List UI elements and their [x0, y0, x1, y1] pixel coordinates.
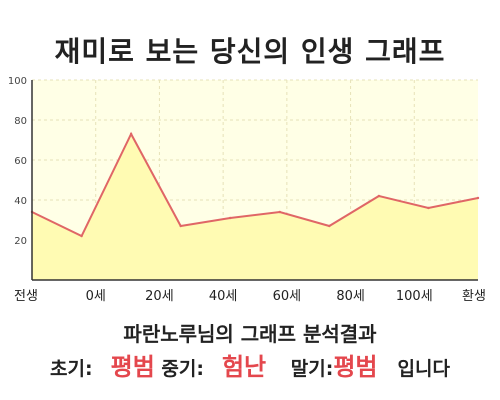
x-tick-label: 80세	[336, 289, 365, 304]
x-tick-label: 60세	[273, 289, 302, 304]
mid-label: 중기:	[161, 358, 204, 380]
x-tick-label: 환생	[462, 289, 486, 304]
early-label: 초기:	[50, 358, 93, 380]
x-tick-label: 100세	[396, 289, 433, 304]
y-axis-ticks: 100 80 60 40 20	[8, 76, 478, 281]
y-tick-label: 40	[14, 196, 27, 207]
data-point	[476, 196, 480, 200]
y-tick-label: 100	[8, 76, 27, 87]
late-value: 평범	[333, 353, 378, 381]
series-area	[32, 134, 478, 280]
x-axis-ticks: 전생 0세 20세 40세 60세 80세 100세 환생	[14, 289, 486, 304]
y-tick-label: 20	[14, 236, 27, 247]
x-tick-label: 20세	[145, 289, 174, 304]
x-tick-label: 0세	[86, 289, 106, 304]
y-tick-label: 60	[14, 156, 27, 167]
x-tick-label: 전생	[14, 289, 38, 304]
y-tick-label: 80	[14, 116, 27, 127]
series-line	[31, 131, 479, 238]
early-value: 평범	[110, 353, 155, 381]
ending-text: 입니다	[397, 358, 450, 380]
data-point	[80, 234, 83, 238]
analysis-result: 초기: 평범 중기: 험난 말기:평범 입니다	[0, 347, 500, 382]
chart-title: 재미로 보는 당신의 인생 그래프	[54, 35, 446, 68]
data-point	[129, 132, 133, 136]
analysis-caption: 파란노루님의 그래프 분석결과	[123, 322, 377, 346]
data-point	[278, 210, 281, 214]
late-label: 말기:	[290, 358, 334, 380]
data-point	[377, 194, 381, 198]
mid-value: 험난	[221, 353, 267, 381]
data-point	[328, 224, 331, 228]
data-point	[229, 216, 232, 220]
data-point	[427, 206, 430, 210]
data-point	[179, 224, 182, 228]
x-tick-label: 40세	[209, 289, 238, 304]
